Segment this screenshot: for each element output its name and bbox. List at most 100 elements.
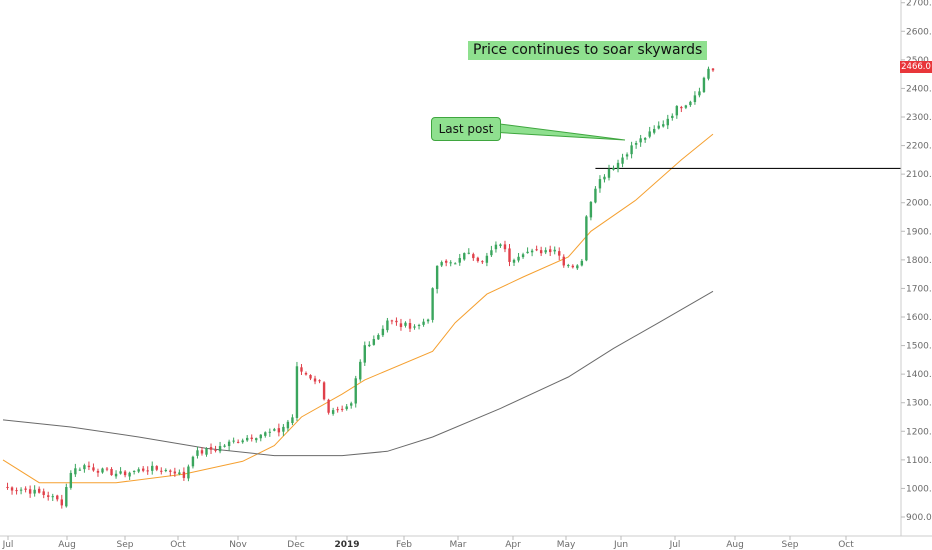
y-tick-label: 2200.0 [906,142,932,152]
candle-body [643,138,647,140]
x-tick-label: Feb [396,540,412,550]
candle-body [92,467,95,471]
candle-body [146,470,149,472]
candle-body [594,188,597,203]
x-tick-label: Sep [117,540,134,550]
y-tick-label: 1600.0 [906,313,932,323]
candle-body [390,320,394,322]
y-tick-label: 2500.0 [906,56,932,66]
candle-body [503,244,507,250]
candle-body [277,428,281,433]
candle-body [648,131,651,137]
candle-body [268,431,272,433]
candle-body [151,465,154,471]
candle-body [114,473,118,477]
candle-body [309,375,312,379]
candle-body [160,470,163,472]
candle-body [209,447,213,450]
candle-body [657,125,660,129]
candle-body [558,251,561,256]
candle-body [141,468,145,471]
x-tick-label: Sep [782,540,799,550]
last-price-badge: 2466.0 [900,61,932,73]
candle-body [408,323,412,329]
candle-body [404,322,407,326]
candle-body [87,465,91,468]
x-tick-label: Mar [450,540,467,550]
candle-body [517,256,520,261]
y-tick-label: 2700.0 [906,0,932,9]
x-tick-label: May [557,540,576,550]
candle-body [693,95,697,103]
candle-body [200,450,204,454]
candle-body [123,471,127,476]
candle-body [236,441,240,443]
candle-body [6,486,9,488]
moving-average-lines [2,133,714,484]
candle-body [426,319,430,322]
candle-body [205,448,208,455]
candle-body [544,250,547,253]
candle-body [69,472,73,488]
candle-body [548,249,552,253]
candle-body [662,124,665,127]
candle-body [60,499,63,506]
y-tick-label: 1700.0 [906,284,932,294]
candle-body [666,118,669,126]
candle-body [521,254,525,258]
candle-body [625,154,629,157]
y-tick-label: 1400.0 [906,370,932,380]
candle-body [562,256,565,266]
y-tick-label: 1900.0 [906,227,932,237]
candle-body [616,162,620,170]
candle-body [259,434,262,439]
candle-body [214,449,217,451]
candle-body [684,105,688,108]
candle-body [322,382,326,400]
candle-body [96,470,100,473]
candle-body [399,323,403,328]
candle-body [589,201,593,218]
candle-body [42,491,45,495]
candle-body [196,450,199,456]
candle-body [169,470,172,472]
candle-body [567,265,570,267]
candle-body [191,456,195,467]
y-tick-label: 900.0 [906,513,932,523]
candle-body [232,440,235,442]
candle-body [607,169,611,178]
candle-body [255,438,258,441]
candle-body [345,406,348,410]
x-tick-label: Oct [838,540,854,550]
candle-body [539,250,543,254]
candle-body [178,472,181,475]
candle-body [164,470,168,472]
x-tick-label: Apr [505,540,521,550]
candle-body [128,472,131,477]
y-tick-label: 2400.0 [906,84,932,94]
y-tick-label: 1200.0 [906,427,932,437]
y-axis-ticks: 900.0 1000.0 1100.0 1200.0 1300.0 1400.0 1500.… [901,0,932,523]
candle-body [187,466,190,479]
candle-body [218,446,222,452]
candle-body [494,244,498,250]
y-tick-label: 1300.0 [906,399,932,409]
callout-pointer [488,123,626,141]
candle-body [467,252,470,254]
candle-body [286,421,290,429]
candle-body [331,410,335,414]
candle-body [630,145,633,155]
candle-body [105,468,109,470]
candle-body [440,262,443,266]
candle-body [417,325,421,327]
candle-body [553,249,556,252]
candle-body [295,366,299,418]
candle-body [291,417,294,424]
candle-body [354,378,357,404]
candle-body [490,250,493,256]
candle-body [481,261,484,263]
candle-body [449,262,452,264]
candle-body [702,77,706,92]
candle-body [377,335,380,340]
candle-body [435,265,439,289]
